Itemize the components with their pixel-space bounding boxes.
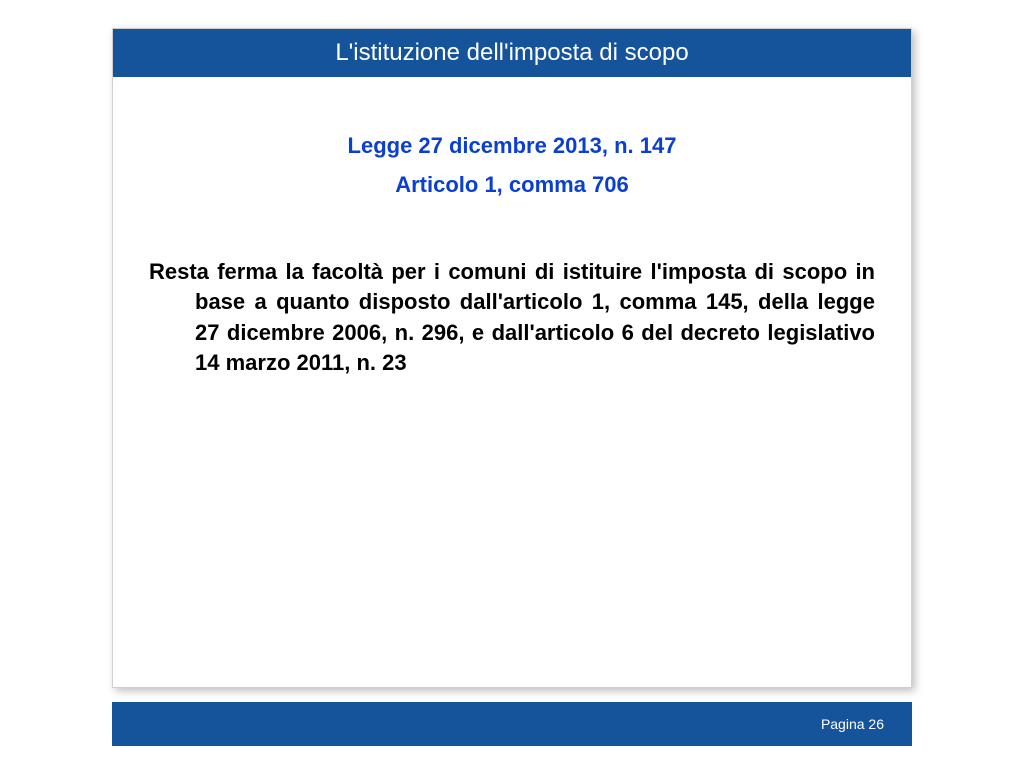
slide-card: L'istituzione dell'imposta di scopo Legg… — [112, 28, 912, 688]
article-reference: Articolo 1, comma 706 — [149, 168, 875, 201]
slide-footer: Pagina 26 — [112, 702, 912, 746]
slide-title: L'istituzione dell'imposta di scopo — [335, 39, 688, 67]
law-reference: Legge 27 dicembre 2013, n. 147 — [149, 129, 875, 162]
slide-body: Legge 27 dicembre 2013, n. 147 Articolo … — [113, 77, 911, 398]
body-paragraph: Resta ferma la facoltà per i comuni di i… — [149, 257, 875, 378]
slide-titlebar: L'istituzione dell'imposta di scopo — [113, 29, 911, 77]
page-number: Pagina 26 — [821, 716, 884, 732]
slide-stage: L'istituzione dell'imposta di scopo Legg… — [0, 0, 1024, 768]
